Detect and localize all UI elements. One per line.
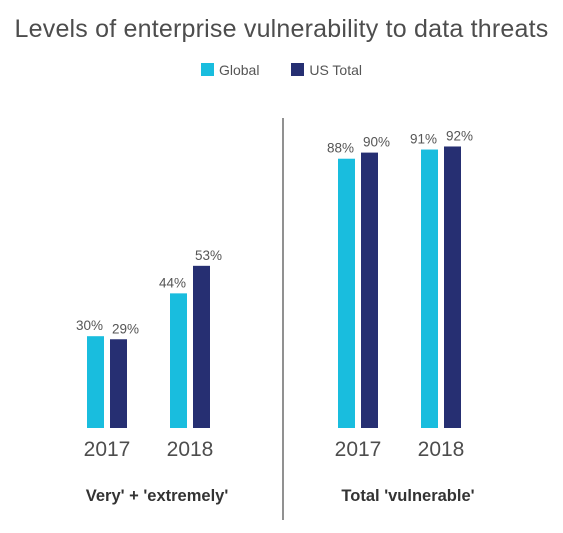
data-label: 29%	[112, 321, 139, 336]
bar-global-2017	[87, 336, 104, 428]
bar-global-2018	[170, 293, 187, 428]
legend-swatch-global	[200, 63, 214, 76]
bar-global-2018	[421, 149, 438, 429]
legend-item-global: Global	[200, 62, 260, 78]
chart-title: Levels of enterprise vulnerability to da…	[14, 15, 549, 43]
data-label: 90%	[363, 135, 390, 150]
bar-us-total-2018	[193, 265, 210, 428]
x-tick-label: 2017	[335, 438, 382, 461]
data-label: 92%	[446, 128, 473, 143]
panel-label: Very' + 'extremely'	[86, 487, 229, 505]
data-label: 91%	[410, 132, 437, 147]
x-tick-label: 2018	[418, 438, 465, 461]
legend-label-us-total: US Total	[309, 62, 363, 78]
panel-label: Total 'vulnerable'	[341, 487, 474, 505]
legend-item-us-total: US Total	[291, 62, 362, 78]
x-tick-label: 2017	[84, 438, 131, 461]
bar-us-total-2017	[110, 339, 127, 428]
legend-swatch-us-total	[291, 63, 305, 76]
data-label: 44%	[159, 275, 186, 290]
bar-us-total-2018	[444, 146, 461, 429]
bar-global-2017	[338, 158, 355, 428]
x-tick-label: 2018	[167, 438, 214, 461]
data-label: 30%	[76, 318, 103, 333]
legend-label-global: Global	[218, 62, 260, 78]
data-label: 53%	[195, 248, 222, 263]
chart-legend: Global US Total	[0, 62, 563, 78]
data-label: 88%	[327, 141, 354, 156]
bar-us-total-2017	[361, 152, 378, 428]
